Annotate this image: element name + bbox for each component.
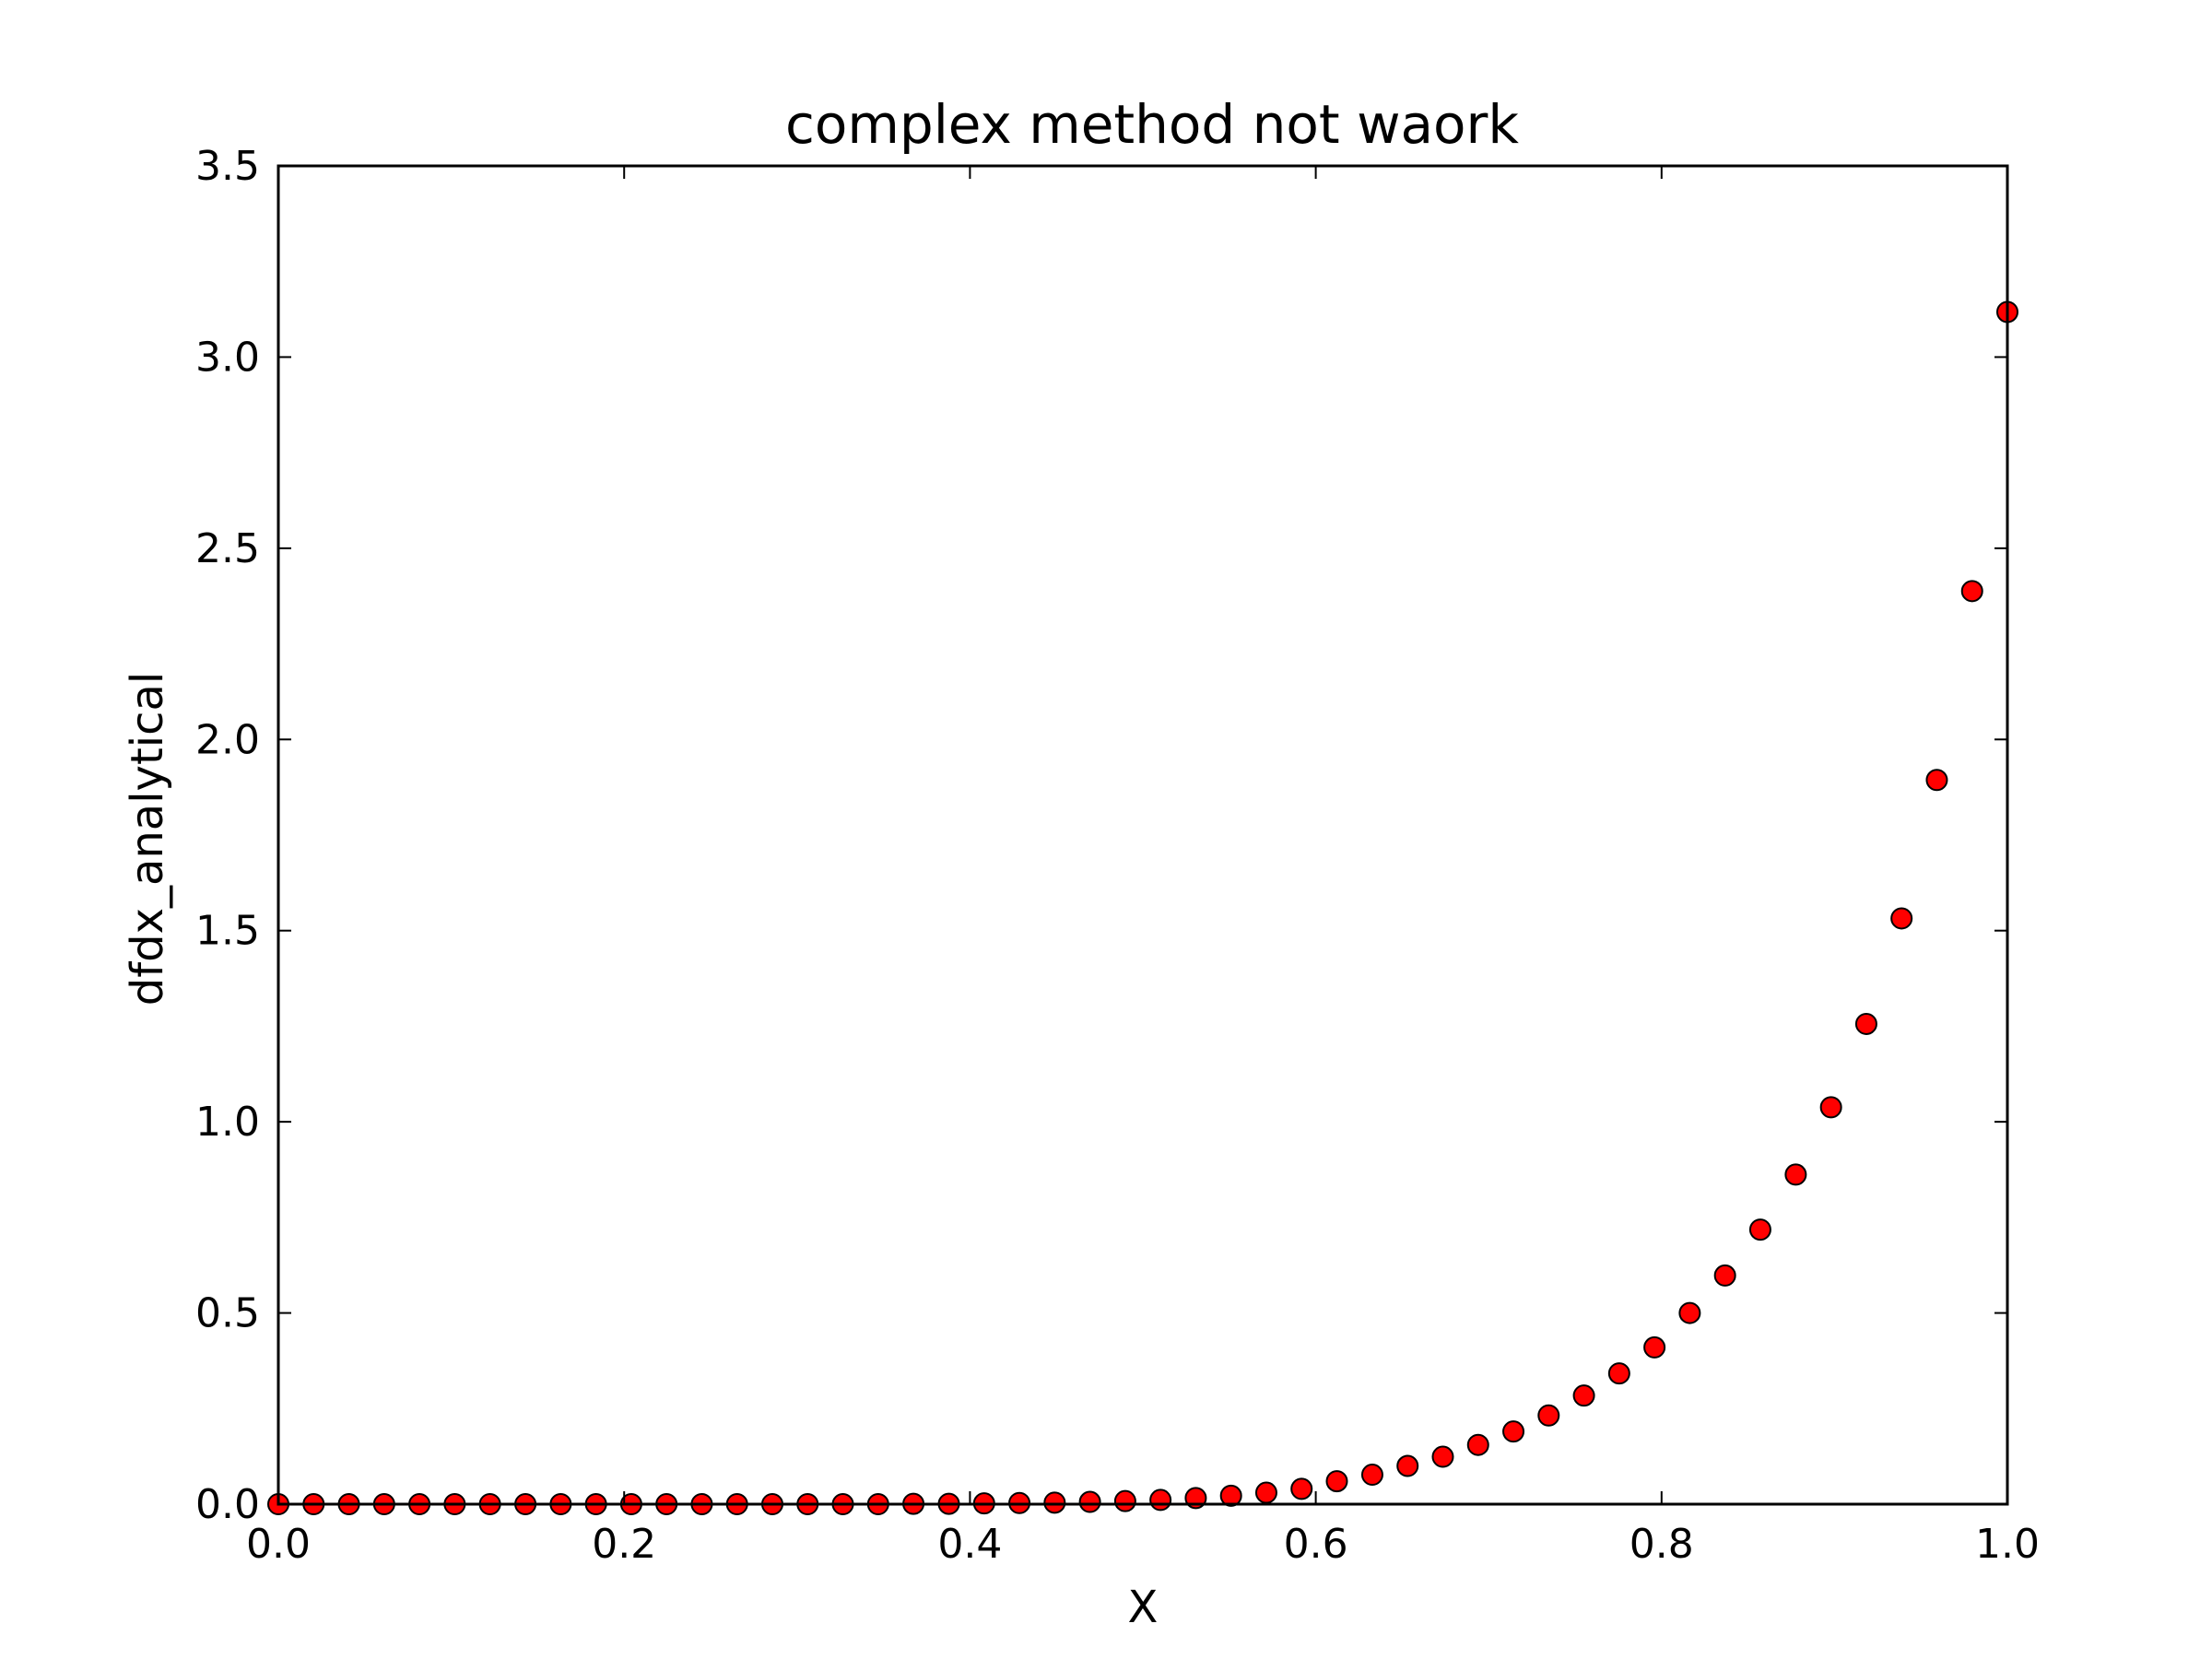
data-point	[1396, 1454, 1419, 1477]
data-point	[1854, 1012, 1877, 1035]
data-point	[1713, 1264, 1736, 1287]
data-point	[1254, 1481, 1277, 1504]
data-point	[1113, 1489, 1136, 1512]
y-tick-label: 0.0	[195, 1481, 260, 1528]
y-tick-label: 1.5	[195, 908, 260, 955]
data-point	[1219, 1484, 1242, 1507]
chart-title: complex method not waork	[785, 93, 1519, 156]
data-point	[1043, 1491, 1066, 1514]
data-point	[1431, 1445, 1454, 1468]
data-point	[1149, 1488, 1172, 1512]
x-tick-label: 1.0	[1975, 1521, 2040, 1568]
y-tick-label: 3.5	[195, 143, 260, 190]
data-point	[1890, 907, 1913, 930]
y-tick-label: 1.0	[195, 1099, 260, 1146]
axis-ticks: 0.0 0.2 0.4 0.6 0.8 1.0 0.0 0.5 1.0 1.5 2.0 2.5 3.0 3…	[195, 143, 2040, 1568]
data-point	[1078, 1490, 1101, 1513]
data-point	[1325, 1470, 1348, 1493]
data-point	[1643, 1335, 1666, 1359]
y-tick-label: 0.5	[195, 1290, 260, 1337]
data-point	[1360, 1464, 1383, 1487]
data-point	[1290, 1477, 1313, 1500]
data-point	[1784, 1163, 1807, 1186]
y-tick-label: 2.0	[195, 716, 260, 763]
data-point	[1678, 1301, 1701, 1324]
data-point	[1819, 1096, 1842, 1119]
y-tick-label: 2.5	[195, 525, 260, 572]
x-tick-label: 0.8	[1630, 1521, 1694, 1568]
data-point	[1466, 1433, 1489, 1456]
data-point	[1607, 1362, 1630, 1385]
x-tick-label: 0.6	[1284, 1521, 1348, 1568]
data-point	[1748, 1218, 1771, 1241]
data-point	[1502, 1420, 1525, 1443]
x-tick-label: 0.4	[937, 1521, 1002, 1568]
x-tick-label: 0.2	[592, 1521, 656, 1568]
data-point	[1572, 1384, 1595, 1407]
x-axis-label: X	[1128, 1582, 1159, 1633]
data-point	[1537, 1404, 1560, 1427]
x-tick-label: 0.0	[246, 1521, 311, 1568]
data-point	[1925, 769, 1948, 792]
y-tick-label: 3.0	[195, 334, 260, 381]
y-axis-label: dfdx_analytical	[122, 672, 173, 1006]
data-point	[1960, 580, 1983, 603]
plot-frame	[276, 164, 2009, 1506]
